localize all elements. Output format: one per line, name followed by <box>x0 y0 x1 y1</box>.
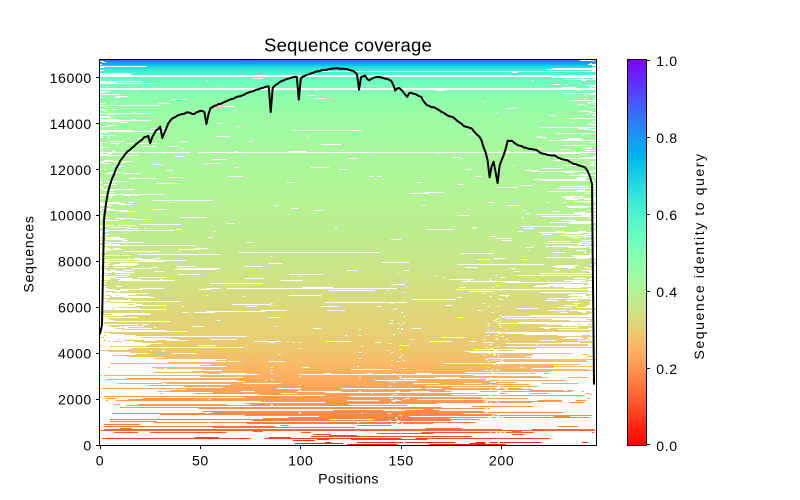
svg-text:0.8: 0.8 <box>656 130 677 146</box>
svg-text:Positions: Positions <box>318 470 379 486</box>
svg-text:Sequences: Sequences <box>20 215 36 292</box>
svg-text:6000: 6000 <box>58 300 92 316</box>
svg-text:100: 100 <box>288 452 313 468</box>
svg-text:14000: 14000 <box>50 116 92 132</box>
svg-text:Sequence identity to query: Sequence identity to query <box>691 152 707 359</box>
svg-text:1.0: 1.0 <box>656 53 677 69</box>
svg-text:16000: 16000 <box>50 70 92 86</box>
svg-text:0: 0 <box>83 437 91 453</box>
svg-text:12000: 12000 <box>50 162 92 178</box>
svg-text:2000: 2000 <box>58 391 92 407</box>
svg-text:0.6: 0.6 <box>656 207 677 223</box>
svg-text:4000: 4000 <box>58 346 92 362</box>
svg-text:Sequence coverage: Sequence coverage <box>264 34 432 55</box>
svg-text:200: 200 <box>489 452 514 468</box>
svg-text:0: 0 <box>96 452 104 468</box>
svg-text:0.0: 0.0 <box>656 438 677 454</box>
svg-text:8000: 8000 <box>58 254 92 270</box>
svg-text:150: 150 <box>389 452 414 468</box>
svg-text:0.2: 0.2 <box>656 361 677 377</box>
svg-text:50: 50 <box>192 452 209 468</box>
svg-text:0.4: 0.4 <box>656 284 677 300</box>
svg-text:10000: 10000 <box>50 208 92 224</box>
